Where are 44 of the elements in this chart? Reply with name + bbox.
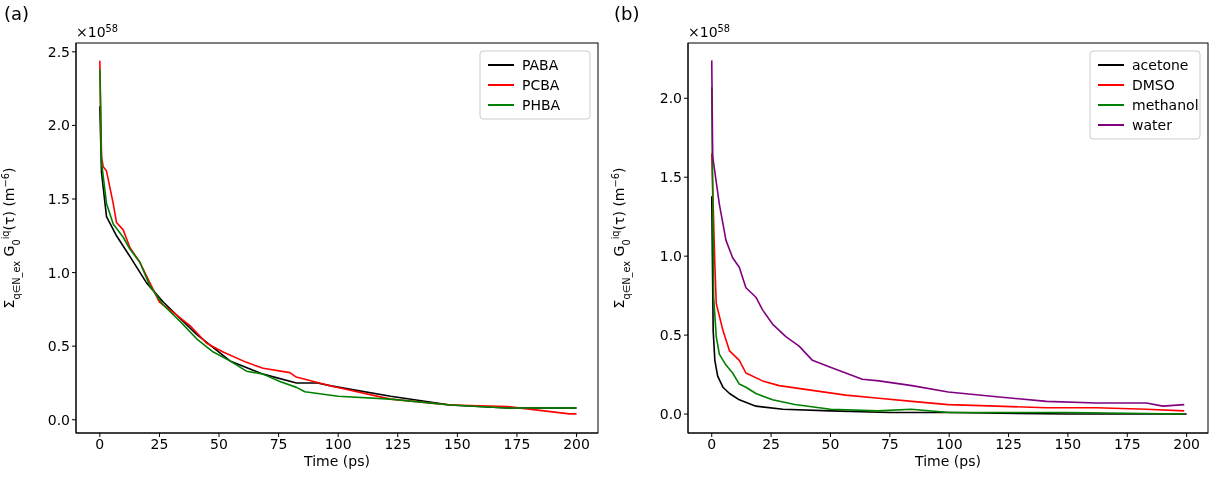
x-tick-label: 50: [821, 435, 840, 452]
x-tick-label: 0: [707, 435, 717, 452]
x-tick-label: 25: [762, 435, 781, 452]
x-tick-label: 125: [995, 435, 1022, 452]
chart-title: (a): [4, 3, 30, 24]
chart-title: (b): [614, 3, 640, 24]
x-tick-label: 175: [503, 435, 531, 452]
y-tick-label: 2.0: [659, 90, 682, 107]
x-tick-label: 200: [563, 435, 590, 452]
y-tick-label: 0.5: [47, 338, 70, 355]
x-tick-label: 100: [935, 435, 963, 452]
y-tick-label: 2.0: [47, 117, 70, 134]
text: ×10$^{58}$: [688, 22, 731, 40]
line-series: [710, 152, 1186, 412]
x-tick-label: 150: [444, 435, 471, 452]
x-tick-label: 175: [1113, 435, 1141, 452]
x-tick-label: 200: [1173, 435, 1200, 452]
legend-label: PCBA: [522, 77, 560, 93]
y-tick-label: 1.0: [47, 264, 70, 281]
x-tick-label: 125: [384, 435, 412, 452]
x-tick-label: 0: [95, 435, 105, 452]
x-axis-title: Time (ps): [303, 453, 370, 469]
x-tick-label: 75: [880, 435, 899, 452]
y-tick-label: 2.5: [47, 43, 70, 60]
line-series: [710, 195, 1188, 415]
y-tick-label: 1.5: [659, 169, 682, 186]
x-tick-label: 100: [324, 435, 352, 452]
y-tick-label: 1.0: [659, 248, 682, 265]
text: ×10$^{58}$: [76, 22, 119, 40]
x-tick-label: 150: [1054, 435, 1082, 452]
legend-label: PABA: [522, 57, 559, 73]
x-tick-label: 75: [269, 435, 288, 452]
y-tick-label: 0.5: [659, 327, 682, 344]
y-tick-label: 0.0: [659, 406, 682, 423]
legend-label: water: [1132, 117, 1173, 133]
y-tick-label: 0.0: [47, 411, 70, 428]
legend-label: methanol: [1132, 97, 1199, 113]
legend-label: DMSO: [1132, 77, 1175, 93]
legend-label: acetone: [1132, 57, 1189, 73]
legend-label: PHBA: [522, 97, 561, 113]
x-tick-label: 25: [150, 435, 169, 452]
x-tick-label: 50: [210, 435, 228, 452]
y-tick-label: 1.5: [47, 190, 70, 207]
x-axis-title: Time (ps): [914, 453, 981, 469]
